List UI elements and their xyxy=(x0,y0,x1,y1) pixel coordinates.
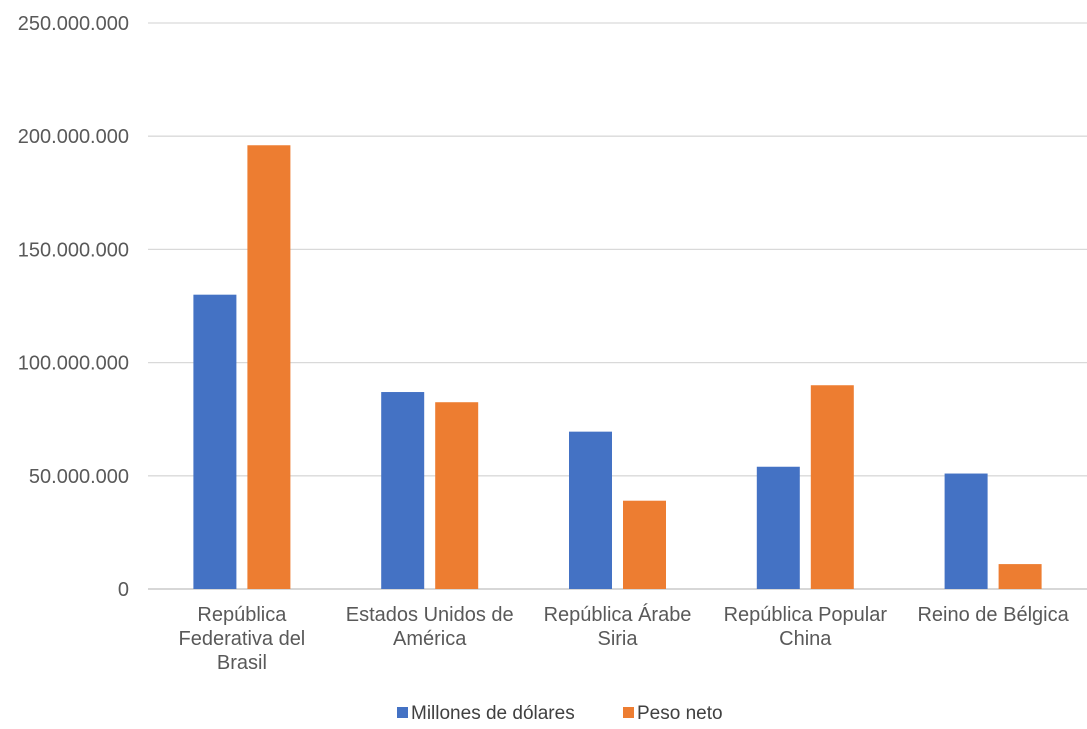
y-axis-tick-labels: 0 50.000.000 100.000.000 150.000.000 200.000… xyxy=(18,13,129,601)
y-tick-label: 250.000.000 xyxy=(18,13,129,35)
x-category-label: Estados Unidos de xyxy=(346,604,514,626)
legend-swatch xyxy=(623,707,634,718)
x-category-label: República Árabe xyxy=(544,603,692,626)
x-category-label: Reino de Bélgica xyxy=(917,604,1069,626)
x-category-label: China xyxy=(779,628,832,650)
x-category-label: América xyxy=(393,628,467,650)
y-tick-label: 0 xyxy=(118,579,129,601)
legend-swatch xyxy=(397,707,408,718)
y-tick-label: 100.000.000 xyxy=(18,353,129,375)
x-category-label: Brasil xyxy=(217,652,267,674)
bar-peso-neto xyxy=(623,500,666,589)
bars xyxy=(193,145,1042,590)
y-tick-label: 200.000.000 xyxy=(18,126,129,148)
bar-peso-neto xyxy=(810,385,854,589)
bar-millones-de-dolares xyxy=(193,294,237,589)
bar-peso-neto xyxy=(998,564,1042,589)
bar-peso-neto xyxy=(247,145,291,590)
bar-millones-de-dolares xyxy=(569,431,612,589)
bar-millones-de-dolares xyxy=(756,466,800,589)
legend-label: Millones de dólares xyxy=(411,703,575,724)
legend-label: Peso neto xyxy=(637,703,723,724)
x-category-label: República xyxy=(197,604,287,626)
y-tick-label: 150.000.000 xyxy=(18,239,129,261)
bar-millones-de-dolares xyxy=(381,392,425,589)
gridlines xyxy=(148,22,1087,590)
bar-millones-de-dolares xyxy=(944,473,988,589)
legend: Millones de dólares Peso neto xyxy=(397,703,723,724)
x-category-label: Siria xyxy=(597,628,638,650)
x-category-label: Federativa del xyxy=(179,628,306,650)
x-category-label: República Popular xyxy=(724,604,888,626)
y-tick-label: 50.000.000 xyxy=(29,466,129,488)
bar-peso-neto xyxy=(435,402,479,589)
